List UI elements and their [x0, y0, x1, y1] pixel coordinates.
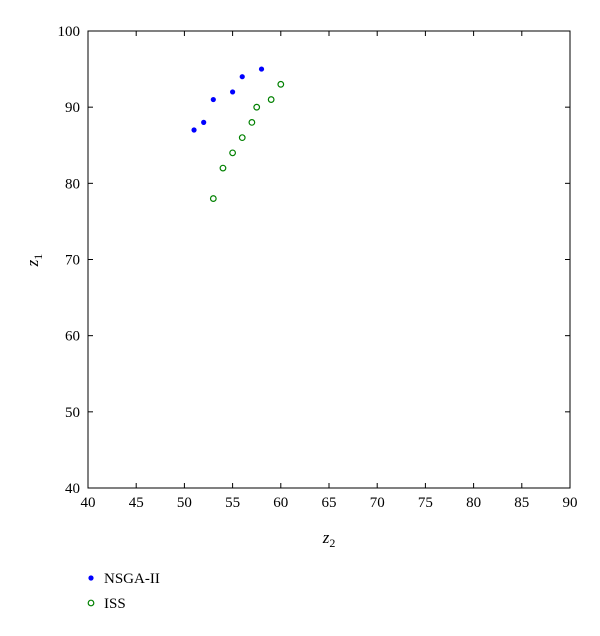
x-tick-label: 60	[273, 495, 288, 511]
x-axis-label: z2	[322, 528, 336, 550]
point-iss	[253, 103, 261, 111]
x-tick-label: 50	[177, 495, 192, 511]
x-tick-label: 85	[514, 495, 529, 511]
x-tick-label: 75	[418, 495, 433, 511]
plot-area	[87, 30, 571, 489]
y-tick-label: 60	[65, 329, 80, 345]
y-tick-label: 90	[65, 100, 80, 116]
y-tick-label: 100	[58, 24, 81, 40]
y-tick-label: 70	[65, 253, 80, 269]
point-iss	[229, 149, 237, 157]
x-tick-label: 80	[466, 495, 481, 511]
x-tick-label: 65	[322, 495, 337, 511]
legend: NSGA-II ISS	[87, 571, 160, 612]
x-tick-label: 90	[563, 495, 578, 511]
point-nsga-ii	[191, 127, 197, 133]
legend-label-nsga-ii: NSGA-II	[104, 571, 160, 587]
point-nsga-ii	[210, 96, 216, 103]
y-tick-label: 80	[65, 176, 80, 192]
point-nsga-ii	[230, 89, 236, 95]
point-iss	[248, 118, 256, 126]
legend-marker-nsga-ii	[88, 575, 94, 581]
point-iss	[267, 96, 275, 103]
point-iss	[238, 134, 246, 142]
point-nsga-ii	[239, 74, 245, 80]
y-tick-label: 40	[65, 481, 80, 497]
point-iss	[277, 80, 285, 88]
legend-marker-iss	[87, 599, 95, 607]
x-tick-label: 70	[370, 495, 385, 511]
x-tick-label: 55	[225, 495, 240, 511]
point-iss	[209, 195, 217, 202]
data-points	[191, 66, 285, 202]
x-axis-ticks: 40 45 50 55 60 65 70 75 80 85 90	[81, 31, 578, 511]
x-tick-label: 40	[81, 495, 96, 511]
y-tick-label: 50	[65, 405, 80, 421]
y-axis-label: z1	[23, 254, 45, 268]
point-nsga-ii	[258, 66, 265, 72]
y-axis-ticks: 40 50 60 70 80 90 100	[58, 24, 570, 497]
point-iss	[219, 164, 227, 172]
point-nsga-ii	[201, 119, 207, 125]
legend-label-iss: ISS	[104, 596, 126, 612]
x-tick-label: 45	[129, 495, 144, 511]
